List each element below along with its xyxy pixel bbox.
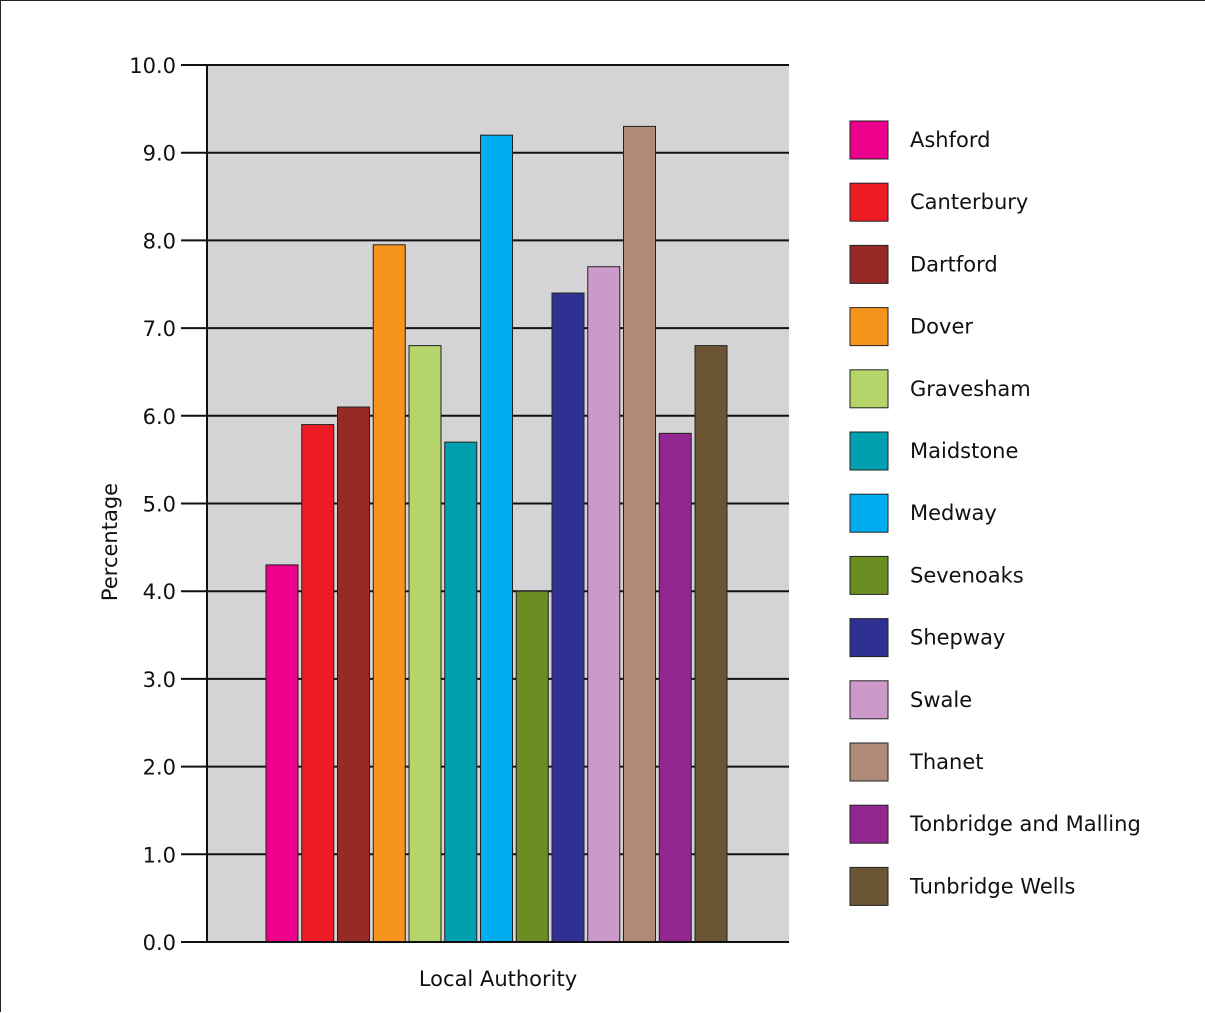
y-axis-label: Percentage — [98, 483, 122, 601]
legend-label: Swale — [910, 688, 972, 712]
legend-label: Gravesham — [910, 377, 1031, 401]
legend-label: Ashford — [910, 128, 990, 152]
legend-item: Shepway — [849, 618, 1005, 658]
bar-shepway — [551, 292, 585, 943]
legend-item: Tonbridge and Malling — [849, 804, 1141, 844]
legend-swatch — [849, 804, 889, 844]
bar-gravesham — [408, 345, 442, 943]
y-tick-label: 3.0 — [143, 668, 176, 692]
bar-maidstone — [444, 441, 478, 943]
legend-item: Canterbury — [849, 182, 1028, 222]
legend-label: Dartford — [910, 252, 998, 276]
legend-swatch — [849, 369, 889, 409]
y-tick-label: 7.0 — [143, 317, 176, 341]
y-tick-label: 0.0 — [143, 931, 176, 955]
legend-swatch — [849, 742, 889, 782]
bar-thanet — [623, 125, 656, 943]
legend-swatch — [849, 680, 889, 720]
legend-item: Maidstone — [849, 431, 1018, 471]
legend-swatch — [849, 555, 889, 595]
legend-label: Canterbury — [910, 190, 1028, 214]
legend-item: Swale — [849, 680, 972, 720]
y-tick-label: 9.0 — [143, 142, 176, 166]
legend-swatch — [849, 493, 889, 533]
bar-swale — [587, 266, 621, 943]
legend-item: Thanet — [849, 742, 983, 782]
legend-swatch — [849, 431, 889, 471]
legend-label: Tonbridge and Malling — [909, 812, 1141, 836]
legend-label: Tunbridge Wells — [909, 874, 1075, 898]
legend-label: Dover — [910, 315, 973, 339]
bar-medway — [480, 134, 513, 943]
legend-swatch — [849, 307, 889, 347]
bar-tunbridge-wells — [694, 345, 728, 943]
y-tick-label: 10.0 — [129, 54, 176, 78]
legend-swatch — [849, 618, 889, 658]
legend-item: Sevenoaks — [849, 555, 1024, 595]
y-tick-label: 2.0 — [143, 756, 176, 780]
bar-ashford — [265, 564, 299, 943]
legend-swatch — [849, 244, 889, 284]
y-tick-label: 5.0 — [143, 493, 176, 517]
legend-swatch — [849, 866, 889, 906]
legend-item: Tunbridge Wells — [849, 866, 1075, 906]
legend: Ashford Canterbury Dartford Dover Gravesham M… — [849, 120, 1141, 906]
y-axis-ticks: 0.0 1.0 2.0 3.0 4.0 5.0 6.0 7.0 8.0 9.0 10.0 — [129, 54, 176, 955]
legend-label: Maidstone — [910, 439, 1018, 463]
legend-item: Gravesham — [849, 369, 1031, 409]
legend-item: Dover — [849, 307, 973, 347]
legend-item: Ashford — [849, 120, 990, 160]
legend-item: Dartford — [849, 244, 998, 284]
y-tick-label: 8.0 — [143, 229, 176, 253]
legend-swatch — [849, 120, 889, 160]
bar-dover — [372, 244, 406, 943]
bar-tonbridge-and-malling — [658, 432, 692, 943]
y-tick-label: 4.0 — [143, 580, 176, 604]
bar-dartford — [337, 406, 370, 943]
legend-label: Sevenoaks — [910, 563, 1024, 587]
bar-sevenoaks — [515, 590, 549, 943]
legend-label: Medway — [910, 501, 997, 525]
y-tick-label: 1.0 — [143, 843, 176, 867]
bar-canterbury — [301, 424, 335, 943]
legend-label: Thanet — [909, 750, 983, 774]
legend-label: Shepway — [910, 626, 1005, 650]
legend-item: Medway — [849, 493, 997, 533]
y-tick-label: 6.0 — [143, 405, 176, 429]
x-axis-label: Local Authority — [419, 967, 577, 991]
bars — [265, 125, 728, 943]
legend-swatch — [849, 182, 889, 222]
